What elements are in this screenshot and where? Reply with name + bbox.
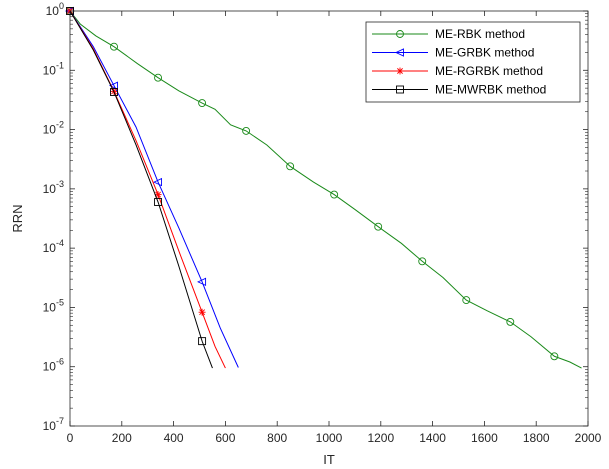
data-point	[506, 317, 515, 326]
data-point	[550, 352, 559, 361]
x-tick-label: 1800	[523, 431, 550, 445]
data-point	[462, 296, 471, 305]
legend-label: ME-RGRBK method	[435, 64, 543, 78]
y-tick-base: 10	[43, 300, 57, 314]
legend-marker	[396, 85, 404, 94]
data-point	[154, 198, 163, 206]
y-tick-exponent: -2	[56, 120, 64, 130]
x-tick-label: 0	[67, 431, 74, 445]
y-tick-base: 10	[46, 4, 60, 18]
y-tick-label: 100	[46, 1, 64, 18]
y-tick-label: 10-6	[43, 357, 64, 374]
y-axis-label: RRN	[10, 204, 25, 232]
data-point	[418, 257, 427, 266]
data-point	[374, 222, 383, 231]
data-point	[197, 277, 207, 287]
data-point	[286, 162, 295, 171]
y-tick-exponent: -3	[56, 179, 64, 189]
x-tick-label: 1400	[419, 431, 446, 445]
data-point	[110, 88, 118, 96]
legend-marker	[396, 67, 404, 75]
y-tick-exponent: -1	[56, 60, 64, 70]
data-point	[198, 308, 206, 316]
legend-label: ME-RBK method	[435, 27, 525, 41]
x-tick-label: 1200	[367, 431, 394, 445]
y-tick-exponent: 0	[59, 1, 64, 11]
legend-marker	[394, 48, 404, 57]
y-tick-base: 10	[43, 123, 57, 137]
legend-entry: ME-RBK method	[372, 27, 525, 41]
y-tick-exponent: -4	[56, 238, 64, 248]
series-line	[69, 10, 213, 369]
data-point	[108, 81, 118, 90]
data-point	[198, 337, 207, 346]
y-tick-label: 10-4	[43, 238, 64, 255]
x-tick-label: 2000	[575, 431, 602, 445]
y-tick-exponent: -5	[56, 297, 64, 307]
x-tick-label: 400	[164, 431, 184, 445]
legend-label: ME-MWRBK method	[435, 83, 546, 97]
legend-label: ME-GRBK method	[435, 46, 534, 60]
series-line	[69, 10, 239, 368]
y-tick-base: 10	[43, 182, 57, 196]
y-tick-exponent: -7	[56, 416, 64, 426]
y-tick-label: 10-1	[43, 60, 64, 77]
legend-entry: ME-RGRBK method	[372, 64, 543, 78]
y-tick-label: 10-2	[43, 120, 64, 137]
x-tick-label: 200	[112, 431, 132, 445]
x-tick-label: 800	[267, 431, 287, 445]
legend-box	[365, 21, 581, 103]
x-tick-label: 1000	[316, 431, 343, 445]
x-tick-label: 1600	[471, 431, 498, 445]
y-tick-base: 10	[43, 360, 57, 374]
data-point	[110, 42, 118, 51]
data-point	[242, 126, 251, 135]
y-tick-base: 10	[43, 241, 57, 255]
y-tick-label: 10-7	[43, 416, 64, 433]
data-point	[152, 177, 163, 187]
data-point	[154, 73, 163, 82]
data-point	[198, 99, 207, 108]
data-point	[330, 190, 339, 199]
y-tick-label: 10-5	[43, 297, 64, 314]
legend: ME-RBK method ME-GRBK method ME-RGRBK meth…	[365, 21, 581, 103]
x-axis-label: IT	[323, 452, 335, 467]
series-line	[69, 10, 582, 369]
y-tick-base: 10	[43, 419, 57, 433]
legend-entry: ME-MWRBK method	[372, 83, 546, 97]
x-axis-ticks: 0 200 400 600 800 1000 1200 1400 1600 1800 2000	[67, 11, 602, 445]
legend-entry: ME-GRBK method	[372, 46, 534, 60]
legend-marker	[396, 30, 404, 38]
y-tick-label: 10-3	[43, 179, 64, 196]
y-tick-base: 10	[43, 63, 57, 77]
series-circle	[66, 7, 582, 369]
x-tick-label: 600	[215, 431, 235, 445]
y-tick-exponent: -6	[56, 357, 64, 367]
